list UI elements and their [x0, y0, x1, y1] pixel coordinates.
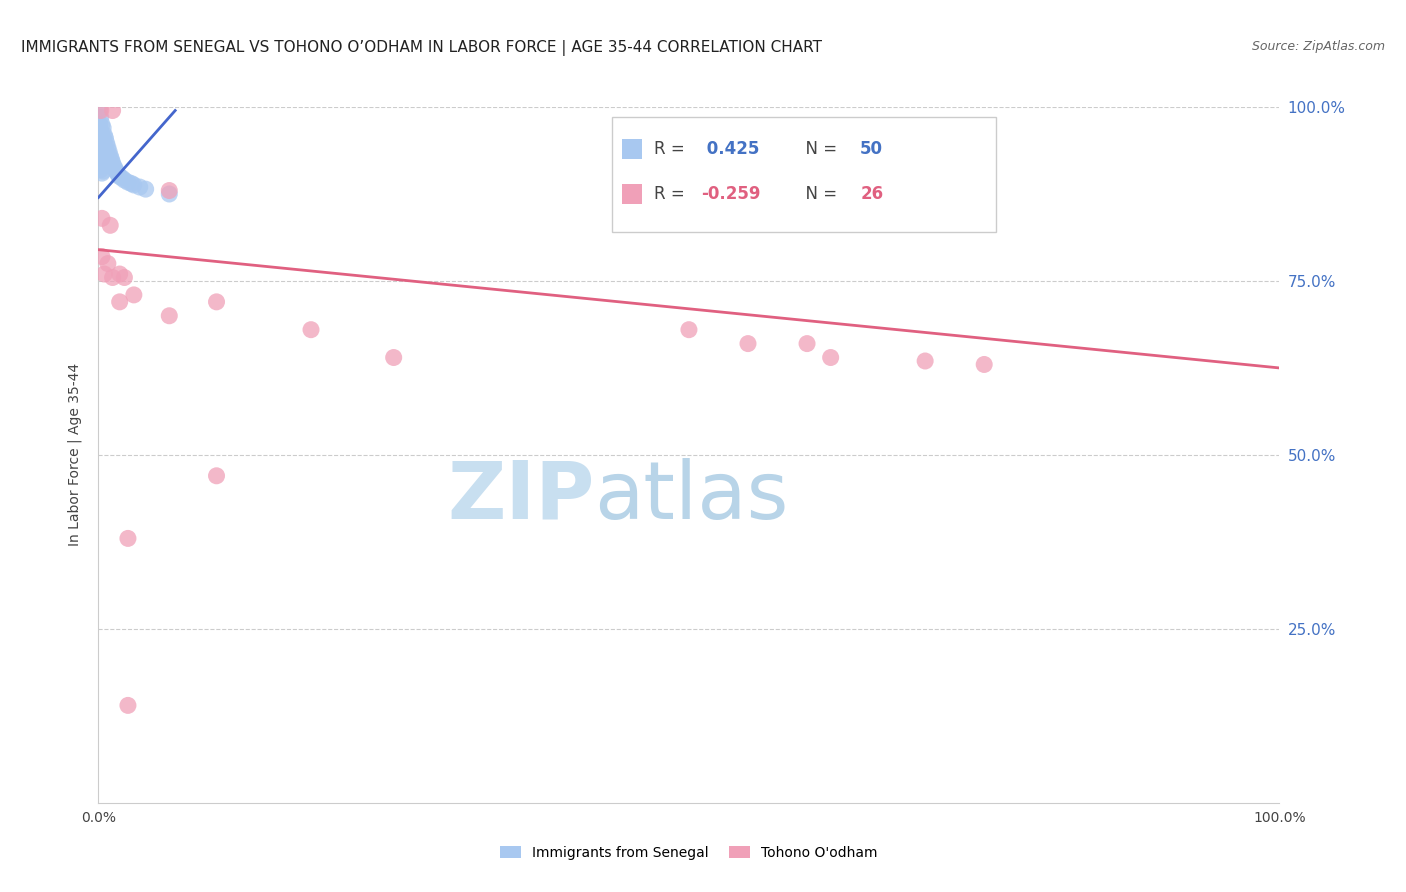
Point	[122, 288, 145, 302]
Point	[94, 131, 117, 145]
Text: 50: 50	[860, 140, 883, 158]
FancyBboxPatch shape	[612, 118, 995, 232]
Point	[914, 354, 936, 368]
Point	[117, 698, 139, 713]
Point	[112, 270, 135, 285]
Point	[205, 468, 228, 483]
Point	[90, 124, 112, 138]
Text: -0.259: -0.259	[700, 185, 761, 203]
Point	[96, 147, 118, 161]
Point	[101, 270, 124, 285]
Point	[89, 117, 111, 131]
Point	[97, 150, 120, 164]
Point	[108, 294, 131, 309]
Point	[112, 173, 135, 187]
Point	[820, 351, 842, 365]
Point	[91, 211, 114, 226]
Text: 0.425: 0.425	[700, 140, 759, 158]
Text: N =: N =	[796, 140, 842, 158]
Point	[91, 250, 114, 264]
Point	[128, 180, 150, 194]
Point	[678, 323, 700, 337]
Point	[98, 219, 121, 233]
Point	[98, 149, 121, 163]
Point	[93, 157, 115, 171]
Point	[93, 267, 115, 281]
Text: N =: N =	[796, 185, 842, 203]
Point	[89, 138, 111, 153]
Point	[96, 136, 118, 151]
Point	[90, 111, 112, 125]
Point	[737, 336, 759, 351]
Point	[89, 128, 111, 142]
Point	[973, 358, 995, 372]
Point	[117, 175, 139, 189]
Point	[796, 336, 818, 351]
Point	[91, 131, 114, 145]
Point	[93, 138, 115, 153]
Point	[91, 120, 114, 135]
Point	[382, 351, 405, 365]
Point	[205, 294, 228, 309]
Point	[91, 155, 114, 169]
Legend: Immigrants from Senegal, Tohono O'odham: Immigrants from Senegal, Tohono O'odham	[495, 840, 883, 865]
Point	[93, 128, 115, 142]
Point	[117, 532, 139, 546]
Point	[91, 164, 114, 178]
Point	[91, 142, 114, 156]
Point	[97, 140, 120, 154]
Point	[98, 145, 121, 159]
Point	[91, 117, 114, 131]
Text: atlas: atlas	[595, 458, 789, 536]
Point	[93, 149, 115, 163]
Text: IMMIGRANTS FROM SENEGAL VS TOHONO O’ODHAM IN LABOR FORCE | AGE 35-44 CORRELATION: IMMIGRANTS FROM SENEGAL VS TOHONO O’ODHA…	[21, 40, 823, 56]
Point	[91, 152, 114, 166]
Text: R =: R =	[654, 140, 689, 158]
Text: Source: ZipAtlas.com: Source: ZipAtlas.com	[1251, 40, 1385, 54]
Point	[105, 166, 128, 180]
Point	[90, 103, 112, 118]
Point	[90, 135, 112, 149]
Point	[157, 309, 180, 323]
Point	[104, 161, 127, 176]
Point	[299, 323, 322, 337]
Point	[91, 159, 114, 173]
Point	[89, 103, 111, 118]
Point	[97, 257, 120, 271]
Text: R =: R =	[654, 185, 689, 203]
Point	[103, 159, 125, 173]
Y-axis label: In Labor Force | Age 35-44: In Labor Force | Age 35-44	[67, 363, 83, 547]
Point	[121, 177, 143, 191]
Point	[91, 131, 114, 145]
Point	[101, 103, 124, 118]
Point	[100, 152, 122, 166]
Text: 26: 26	[860, 185, 883, 203]
Point	[108, 267, 131, 281]
Point	[621, 142, 644, 156]
Point	[101, 155, 124, 169]
Point	[90, 162, 112, 177]
Text: ZIP: ZIP	[447, 458, 595, 536]
Point	[122, 178, 145, 192]
Point	[90, 155, 112, 169]
Point	[94, 154, 117, 169]
Point	[108, 169, 131, 184]
Point	[135, 182, 157, 196]
Point	[94, 143, 117, 157]
Point	[107, 168, 129, 182]
Point	[91, 166, 114, 180]
Point	[111, 171, 134, 186]
Point	[105, 164, 128, 178]
Point	[157, 184, 180, 198]
Point	[157, 187, 180, 202]
Point	[91, 142, 114, 156]
Point	[90, 145, 112, 160]
Point	[621, 187, 644, 202]
